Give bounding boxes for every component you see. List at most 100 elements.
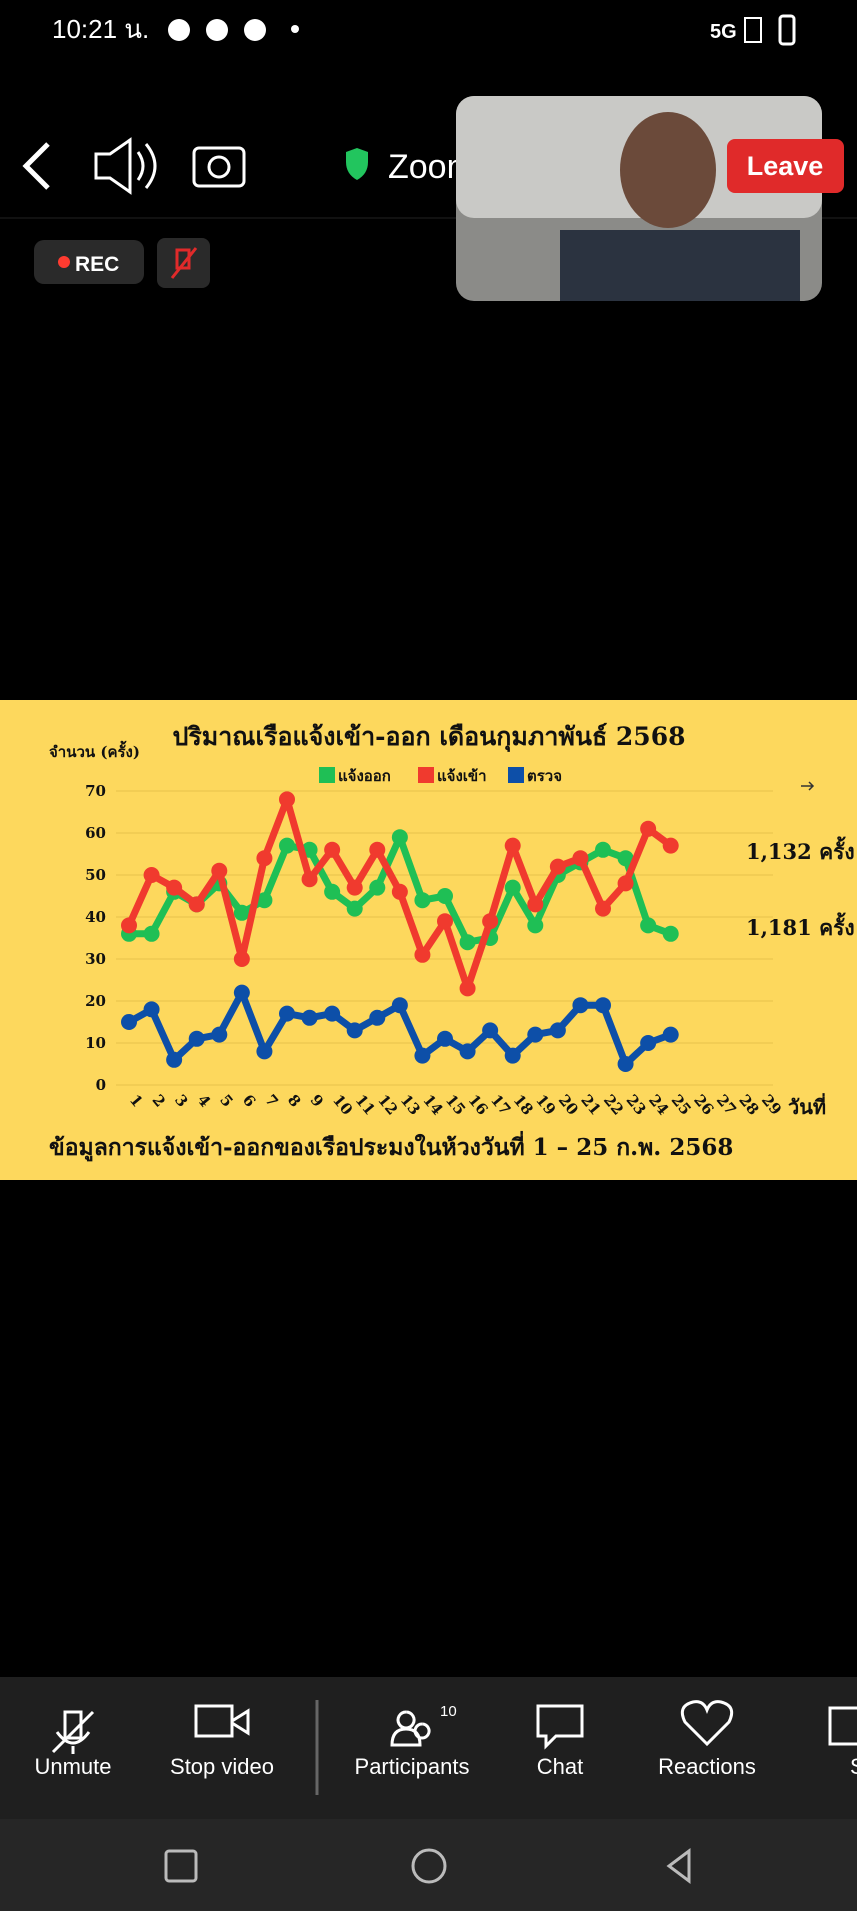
- data-point: [595, 997, 611, 1014]
- data-point: [459, 1043, 476, 1060]
- data-point: [595, 900, 611, 917]
- data-point: [527, 1026, 544, 1043]
- data-point: [437, 913, 453, 930]
- data-point: [549, 1022, 566, 1039]
- data-point: [459, 980, 476, 997]
- video-person: [620, 112, 716, 228]
- data-point: [346, 879, 363, 896]
- data-point: [256, 850, 273, 867]
- data-point: [572, 850, 589, 867]
- data-point: [414, 892, 431, 909]
- speaker-button[interactable]: [94, 137, 157, 195]
- data-point: [211, 862, 228, 879]
- home-button[interactable]: [411, 1848, 447, 1884]
- toolbar-label[interactable]: Stop video: [170, 1754, 274, 1779]
- legend-swatch: [508, 767, 524, 783]
- data-point: [504, 837, 521, 854]
- data-point: [595, 841, 611, 858]
- data-point: [549, 858, 566, 875]
- data-point: [527, 917, 544, 934]
- data-point: [504, 1047, 521, 1064]
- messenger-icon: [206, 19, 228, 41]
- y-tick-label: 20: [85, 992, 106, 1010]
- data-point: [640, 820, 657, 837]
- data-point: [121, 1014, 137, 1030]
- back-button[interactable]: [22, 142, 50, 190]
- chart-footer: ข้อมูลการแจ้งเข้า-ออกของเรือประมงในห้วงว…: [49, 1130, 733, 1162]
- data-point: [640, 1035, 657, 1051]
- toolbar-icon[interactable]: [680, 1700, 734, 1747]
- data-point: [256, 892, 273, 909]
- nav-bar: [0, 1819, 857, 1911]
- data-point: [459, 934, 476, 951]
- data-point: [301, 1009, 318, 1026]
- data-point: [233, 951, 250, 967]
- y-tick-label: 70: [85, 782, 106, 800]
- recents-button[interactable]: [164, 1849, 198, 1883]
- rec-label: REC: [75, 253, 119, 276]
- legend-swatch: [319, 767, 335, 783]
- annotation: 1,181 ครั้ง: [746, 912, 855, 940]
- y-axis-label: จำนวน (ครั้ง): [49, 740, 140, 761]
- data-point: [572, 997, 589, 1014]
- toolbar-label[interactable]: Sha: [850, 1754, 857, 1779]
- toolbar-label[interactable]: Chat: [537, 1754, 583, 1779]
- legend-swatch: [418, 767, 434, 783]
- data-point: [662, 1026, 679, 1043]
- data-point: [324, 883, 341, 900]
- toolbar-icon[interactable]: [828, 1706, 857, 1746]
- data-point: [346, 900, 363, 917]
- toolbar-label[interactable]: Unmute: [34, 1754, 111, 1779]
- shield-icon: [346, 148, 368, 180]
- data-point: [414, 946, 431, 963]
- data-point: [143, 925, 160, 942]
- data-point: [482, 913, 499, 930]
- toolbar-label[interactable]: Reactions: [658, 1754, 756, 1779]
- data-point: [166, 879, 183, 896]
- data-point: [391, 997, 408, 1014]
- y-tick-label: 30: [85, 950, 106, 968]
- back-nav-button[interactable]: [666, 1848, 691, 1884]
- data-point: [617, 875, 634, 892]
- toolbar-icon[interactable]: [51, 1710, 95, 1754]
- y-tick-label: 50: [85, 866, 106, 884]
- messenger-icon: [244, 19, 266, 41]
- data-point: [143, 1001, 160, 1018]
- legend-label: ตรวจ: [527, 767, 562, 785]
- camera-switch-button[interactable]: [192, 146, 246, 188]
- data-point: [346, 1022, 363, 1039]
- annotation: 1,132 ครั้ง: [746, 836, 855, 864]
- leave-label: Leave: [747, 151, 824, 181]
- y-tick-label: 40: [85, 908, 106, 926]
- battery: [778, 14, 796, 46]
- y-tick-label: 0: [96, 1076, 106, 1094]
- data-point: [256, 1043, 273, 1060]
- data-point: [504, 879, 521, 896]
- signal: [744, 17, 762, 43]
- data-point: [369, 879, 386, 896]
- data-point: [324, 1005, 341, 1022]
- x-axis-label: วันที่: [788, 1092, 826, 1119]
- legend-label: แจ้งเข้า: [437, 767, 487, 785]
- data-point: [437, 888, 453, 904]
- data-point: [143, 867, 160, 883]
- camera-switch-icon: [207, 155, 231, 179]
- clock: 10:21 น.: [52, 14, 149, 44]
- data-point: [617, 1056, 634, 1072]
- toolbar-icon[interactable]: [194, 1704, 250, 1738]
- leave-button[interactable]: [727, 139, 844, 193]
- data-point: [369, 841, 386, 858]
- data-point: [437, 1030, 453, 1047]
- toolbar-label[interactable]: Participants: [355, 1754, 470, 1779]
- chart-title: ปริมาณเรือแจ้งเข้า-ออก เดือนกุมภาพันธ์ 2…: [172, 722, 685, 753]
- y-tick-label: 60: [85, 824, 106, 842]
- arrow-icon: [801, 781, 815, 791]
- toolbar: [0, 1677, 857, 1819]
- data-point: [211, 1026, 228, 1043]
- data-point: [324, 841, 341, 858]
- data-point: [414, 1047, 431, 1064]
- toolbar-icon[interactable]: [390, 1710, 431, 1747]
- toolbar-icon[interactable]: [536, 1704, 584, 1750]
- data-point: [527, 896, 544, 913]
